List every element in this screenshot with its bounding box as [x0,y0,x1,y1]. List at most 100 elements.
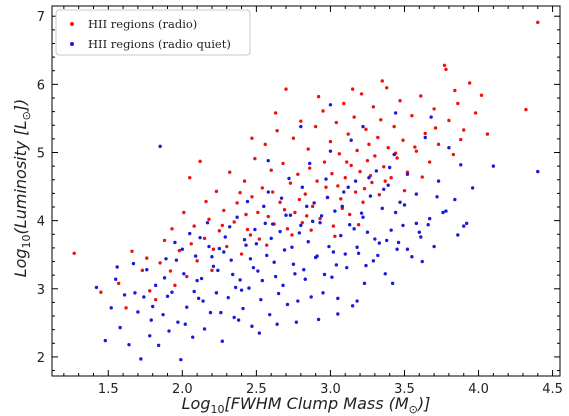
ticks-layer: 1.5 2.0 2.5 3.0 3.5 4.0 4.5 2 3 4 5 6 7 [37,6,563,397]
plot-frame [51,5,561,377]
radio-point-42 [281,161,285,166]
radio-quiet-point-5 [122,293,127,297]
radio-quiet-point-57 [279,196,284,200]
radio-quiet-point-139 [228,225,232,229]
radio-point-110 [473,111,478,115]
radio-quiet-point-199 [299,124,303,129]
radio-point-90 [386,146,390,150]
radio-point-8 [158,261,162,265]
radio-point-95 [401,138,405,142]
radio-quiet-point-140 [248,257,253,261]
radio-point-61 [328,139,333,144]
radio-quiet-point-12 [148,334,152,338]
radio-quiet-point-137 [349,138,353,142]
radio-quiet-point-54 [270,222,275,226]
radio-quiet-point-20 [170,290,174,294]
radio-quiet-point-40 [229,258,233,262]
radio-point-121 [265,243,269,247]
radio-point-51 [303,192,307,196]
radio-point-73 [352,115,356,119]
radio-quiet-point-46 [247,286,251,290]
radio-point-139 [189,242,193,246]
radio-point-72 [349,163,353,168]
radio-quiet-point-61 [291,262,296,266]
radio-point-54 [310,204,315,209]
radio-quiet-point-106 [436,179,441,183]
radio-point-47 [293,210,297,215]
radio-point-142 [270,190,275,194]
radio-quiet-point-41 [232,315,236,320]
radio-point-125 [356,223,361,227]
radio-point-4 [130,249,134,253]
radio-quiet-point-59 [285,302,290,307]
radio-quiet-point-55 [273,274,278,279]
radio-point-151 [479,93,484,97]
radio-point-141 [244,212,248,217]
radio-point-89 [385,86,389,90]
radio-quiet-point-109 [453,197,457,202]
y-tick-label: 2 [37,351,45,366]
legend-marker-radio [70,22,74,26]
points-layer [72,20,540,362]
radio-quiet-point-47 [250,324,254,328]
radio-quiet-point-169 [319,214,324,218]
radio-quiet-point-58 [282,248,287,252]
radio-point-68 [342,101,346,106]
radio-quiet-point-178 [322,272,327,277]
radio-quiet-point-38 [223,235,227,239]
radio-quiet-point-13 [151,304,155,309]
legend-box [55,9,251,56]
radio-point-26 [228,170,232,174]
radio-quiet-point-101 [414,192,419,196]
radio-quiet-point-141 [269,236,273,241]
radio-point-17 [195,259,199,263]
radio-point-84 [373,154,377,158]
radio-quiet-point-162 [174,258,179,262]
radio-quiet-point-76 [336,296,340,301]
radio-point-122 [290,233,294,237]
radio-quiet-point-201 [361,124,365,129]
x-tick-label: 2.5 [246,382,267,397]
x-axis-title: Log10[FWHM Clump Mass (M⊙)] [182,394,431,416]
radio-quiet-point-164 [210,255,214,259]
radio-quiet-point-197 [387,165,392,170]
radio-point-134 [383,179,387,183]
radio-quiet-point-24 [182,272,186,276]
radio-quiet-point-51 [262,204,266,209]
radio-point-148 [413,145,417,149]
radio-quiet-point-192 [284,213,288,217]
radio-quiet-point-115 [462,224,466,228]
radio-quiet-point-91 [380,206,384,211]
radio-quiet-point-127 [183,322,187,326]
radio-quiet-point-43 [238,278,242,282]
radio-point-45 [288,181,293,185]
radio-quiet-point-33 [208,310,213,315]
radio-quiet-point-165 [230,272,235,277]
radio-point-145 [345,160,349,164]
radio-point-101 [427,160,432,164]
radio-quiet-point-104 [427,216,432,221]
radio-quiet-point-118 [355,299,359,303]
radio-point-81 [367,142,371,147]
radio-quiet-point-121 [296,299,300,303]
radio-quiet-point-146 [373,237,377,241]
radio-quiet-point-31 [202,327,207,331]
radio-point-85 [376,135,380,140]
radio-quiet-point-8 [136,310,140,314]
radio-point-104 [442,63,447,67]
radio-quiet-point-53 [268,312,272,317]
radio-point-113 [444,67,448,72]
radio-point-137 [145,256,149,260]
radio-quiet-point-113 [491,164,496,168]
radio-point-116 [250,136,254,140]
x-tick-label: 3.0 [320,382,341,397]
radio-point-1 [99,290,103,294]
radio-quiet-point-138 [207,244,211,249]
radio-point-21 [210,268,214,273]
radio-point-94 [398,99,402,103]
legend: HII regions (radio) HII regions (radio q… [55,9,251,56]
radio-quiet-point-22 [176,320,180,324]
radio-quiet-point-27 [191,335,195,339]
radio-quiet-point-180 [364,263,368,268]
radio-point-93 [395,156,399,160]
